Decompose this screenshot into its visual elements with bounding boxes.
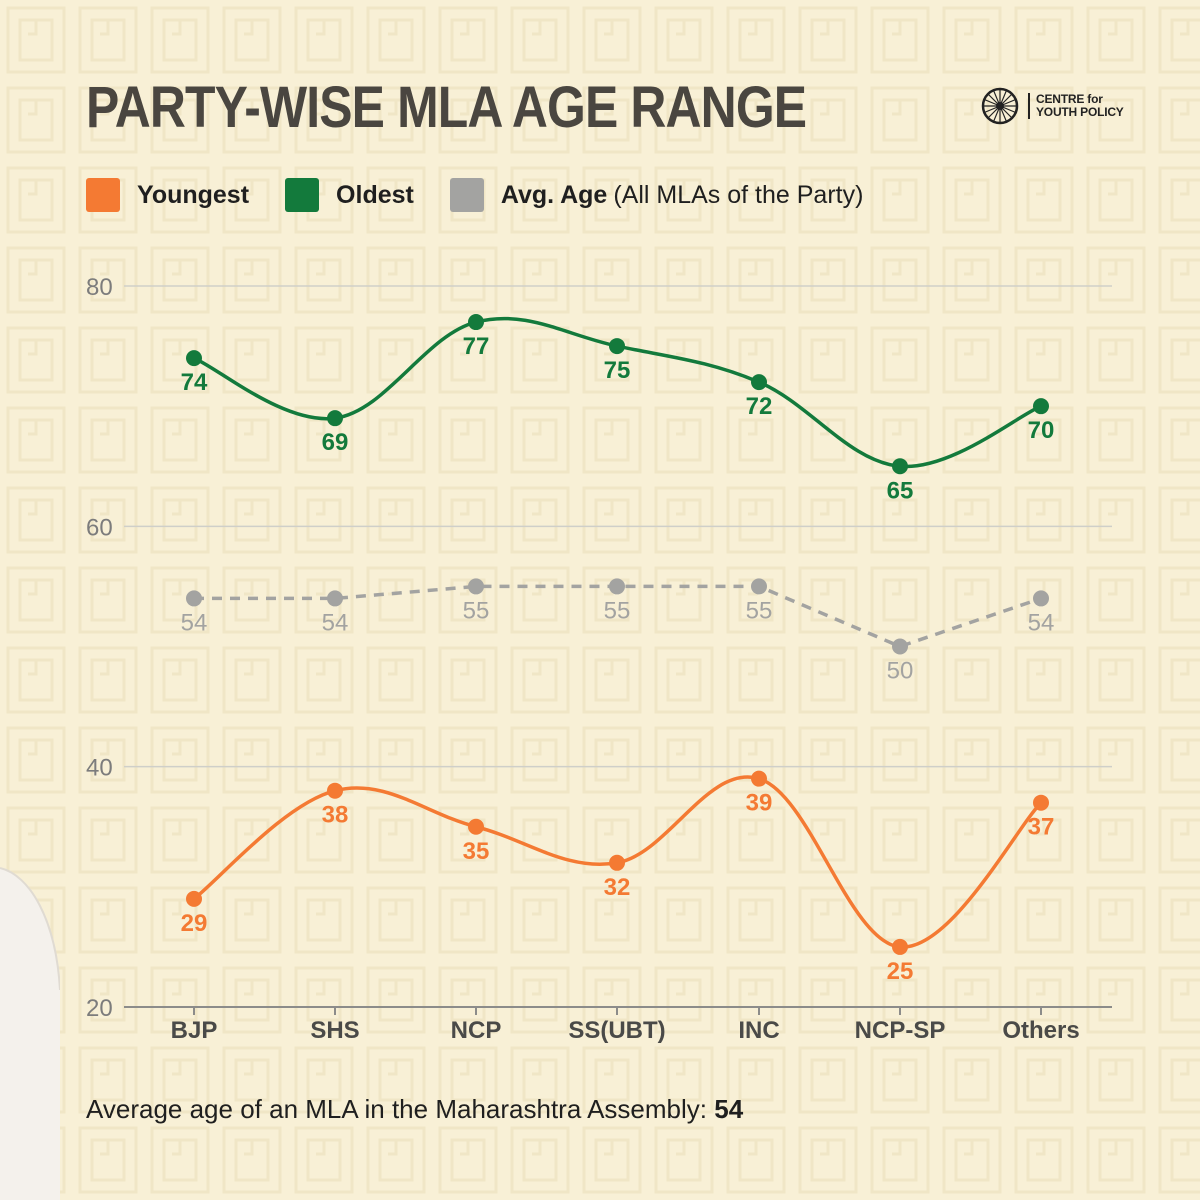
data-label-avg-0: 54: [181, 609, 208, 636]
data-label-oldest-2: 77: [463, 333, 490, 360]
x-tick-label-inc: INC: [738, 1017, 779, 1044]
data-label-youngest-3: 32: [604, 874, 631, 901]
legend-label-oldest: Oldest: [336, 180, 414, 209]
chakra-icon: [981, 87, 1019, 125]
point-youngest-6: [1033, 794, 1049, 811]
legend-swatch-avg: [449, 178, 484, 212]
logo-line-1: CENTRE for: [1036, 92, 1103, 106]
point-avg-0: [186, 590, 202, 607]
data-label-youngest-1: 38: [322, 802, 349, 829]
point-youngest-3: [609, 854, 625, 871]
point-oldest-1: [327, 410, 343, 427]
point-avg-6: [1033, 590, 1049, 607]
x-tick-label-others: Others: [1002, 1017, 1079, 1044]
point-avg-1: [327, 590, 343, 607]
data-label-youngest-5: 25: [887, 958, 914, 985]
legend-item-youngest: Youngest: [86, 178, 249, 212]
x-tick-label-shs: SHS: [310, 1017, 359, 1044]
data-label-oldest-0: 74: [181, 369, 208, 396]
point-avg-4: [751, 578, 767, 595]
data-label-avg-4: 55: [746, 597, 773, 624]
y-tick-label-40: 40: [86, 755, 113, 782]
point-avg-2: [468, 578, 484, 595]
point-avg-5: [892, 638, 908, 655]
point-oldest-2: [468, 314, 484, 331]
logo-line-2: YOUTH POLICY: [1036, 105, 1124, 119]
data-label-oldest-4: 72: [746, 393, 773, 420]
data-label-youngest-0: 29: [181, 910, 208, 937]
legend-item-oldest: Oldest: [285, 178, 414, 212]
point-youngest-2: [468, 818, 484, 835]
page-title: PARTY-WISE MLA AGE RANGE: [86, 75, 807, 140]
data-label-oldest-5: 65: [887, 477, 914, 504]
data-label-youngest-4: 39: [746, 790, 773, 817]
x-tick-label-ss-ubt-: SS(UBT): [568, 1017, 665, 1044]
data-label-oldest-3: 75: [604, 357, 631, 384]
x-tick-label-ncp-sp: NCP-SP: [855, 1017, 946, 1044]
y-tick-label-60: 60: [86, 514, 113, 541]
point-youngest-4: [751, 770, 767, 787]
y-tick-label-80: 80: [86, 274, 113, 301]
legend-label-avg: Avg. Age: [500, 180, 608, 209]
footnote: Average age of an MLA in the Maharashtra…: [86, 1094, 743, 1125]
legend-note-avg: (All MLAs of the Party): [613, 180, 864, 209]
data-label-avg-2: 55: [463, 597, 490, 624]
data-label-youngest-2: 35: [463, 838, 490, 865]
legend-swatch-oldest: [285, 178, 320, 212]
footnote-text: Average age of an MLA in the Maharashtra…: [86, 1094, 707, 1124]
person-photo-edge: [0, 867, 60, 1200]
point-youngest-0: [186, 890, 202, 907]
point-oldest-5: [892, 458, 908, 475]
point-youngest-1: [327, 782, 343, 799]
legend-label-youngest: Youngest: [137, 180, 250, 209]
data-label-avg-6: 54: [1028, 609, 1055, 636]
x-tick-label-ncp: NCP: [451, 1017, 502, 1044]
x-tick-label-bjp: BJP: [171, 1017, 218, 1044]
chart-legend: Youngest Oldest Avg. Age (All MLAs of th…: [86, 178, 899, 212]
point-youngest-5: [892, 938, 908, 955]
centre-for-youth-policy-logo: CENTRE for YOUTH POLICY: [980, 86, 1124, 126]
data-label-avg-5: 50: [887, 658, 914, 685]
data-label-oldest-1: 69: [322, 429, 349, 456]
point-oldest-3: [609, 338, 625, 355]
point-oldest-4: [751, 374, 767, 391]
point-oldest-0: [186, 350, 202, 367]
footnote-value: 54: [714, 1094, 744, 1124]
data-label-oldest-6: 70: [1028, 417, 1055, 444]
logo-text: CENTRE for YOUTH POLICY: [1028, 93, 1124, 119]
legend-item-avg: Avg. Age (All MLAs of the Party): [449, 178, 864, 212]
data-label-avg-3: 55: [604, 597, 631, 624]
data-label-youngest-6: 37: [1028, 814, 1055, 841]
point-oldest-6: [1033, 398, 1049, 415]
legend-swatch-youngest: [86, 178, 120, 212]
point-avg-3: [609, 578, 625, 595]
y-tick-label-20: 20: [86, 995, 113, 1022]
data-label-avg-1: 54: [322, 609, 349, 636]
